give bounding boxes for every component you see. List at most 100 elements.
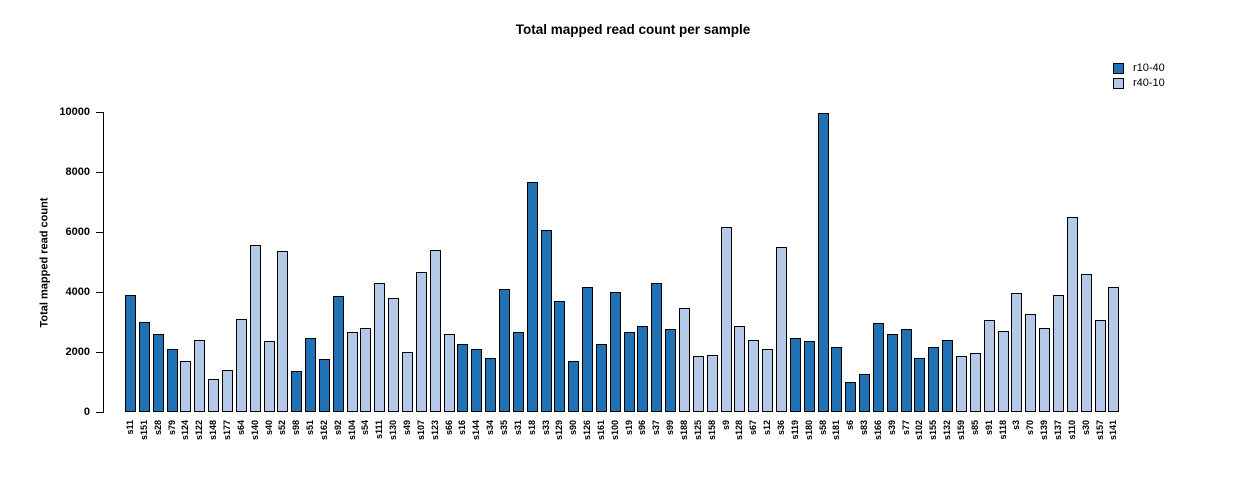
x-tick-label-s37: s37 (651, 420, 662, 436)
bar-s70 (1025, 314, 1037, 412)
bar-s3 (1011, 293, 1023, 412)
x-tick-label-s159: s159 (956, 420, 966, 441)
x-tick-label-s128: s128 (734, 420, 745, 441)
x-tick-label-s122: s122 (194, 420, 205, 441)
bar-s39 (886, 334, 898, 412)
bar-s19 (623, 332, 635, 412)
x-tick-label-s180: s180 (803, 420, 814, 441)
y-tick-label-10000: 10000 (59, 106, 90, 118)
bar-s177 (221, 370, 233, 412)
y-tick-mark-10000 (96, 112, 103, 113)
legend-item-r10-40: r10-40 (1113, 61, 1165, 76)
bar-s91 (983, 320, 995, 412)
bar-s157 (1094, 320, 1106, 412)
x-tick-label-s129: s129 (554, 420, 565, 441)
x-tick-label-s148: s148 (208, 420, 219, 441)
y-tick-mark-0 (96, 412, 103, 413)
x-tick-label-s64: s64 (235, 420, 246, 436)
bar-s188 (679, 308, 690, 412)
bar-s125 (692, 356, 704, 412)
bar-s52 (277, 251, 289, 412)
bar-s155 (928, 347, 940, 412)
x-tick-label-s92: s92 (332, 420, 343, 436)
x-tick-label-s162: s162 (318, 420, 329, 441)
x-tick-label-s124: s124 (180, 420, 191, 441)
bar-s64 (235, 319, 247, 412)
bar-s140 (249, 245, 261, 412)
bar-s31 (512, 332, 524, 412)
x-tick-label-s111: s111 (374, 420, 385, 440)
bar-s92 (332, 296, 344, 412)
bar-s33 (540, 230, 552, 412)
x-tick-label-s66: s66 (443, 420, 454, 436)
bar-s16 (457, 344, 469, 412)
x-tick-label-s119: s119 (789, 420, 800, 440)
x-tick-label-s30: s30 (1080, 420, 1091, 436)
x-tick-label-s107: s107 (415, 420, 426, 441)
x-tick-label-s52: s52 (277, 420, 288, 436)
x-tick-label-s96: s96 (637, 420, 648, 436)
bar-s77 (900, 329, 912, 412)
bar-s139 (1039, 328, 1051, 412)
y-tick-label-2000: 2000 (65, 346, 90, 358)
x-tick-label-s18: s18 (526, 420, 537, 436)
bar-s137 (1052, 295, 1064, 412)
x-tick-label-s110: s110 (1066, 420, 1077, 440)
x-tick-label-s91: s91 (983, 420, 994, 436)
bar-s96 (637, 326, 649, 412)
legend: r10-40 r40-10 (1113, 61, 1165, 91)
x-tick-label-s58: s58 (817, 420, 828, 436)
x-tick-label-s100: s100 (609, 420, 620, 441)
x-tick-label-s9: s9 (720, 420, 731, 431)
bar-s98 (291, 371, 303, 412)
y-tick-mark-8000 (96, 172, 103, 173)
bar-s58 (817, 113, 829, 412)
bar-s12 (762, 349, 774, 412)
bar-s34 (485, 358, 497, 412)
x-tick-label-s140: s140 (249, 420, 260, 441)
x-tick-label-s98: s98 (291, 420, 302, 436)
bar-s9 (720, 227, 732, 412)
bar-s6 (845, 382, 857, 412)
x-tick-label-s49: s49 (402, 420, 412, 436)
x-tick-label-s104: s104 (346, 420, 357, 441)
x-tick-label-s151: s151 (138, 420, 149, 441)
x-tick-label-s77: s77 (900, 420, 911, 436)
x-tick-label-s137: s137 (1052, 420, 1063, 441)
bar-s99 (665, 329, 677, 412)
x-tick-label-s161: s161 (595, 420, 606, 441)
bar-s51 (305, 338, 317, 412)
x-tick-label-s6: s6 (845, 420, 856, 431)
x-tick-label-s11: s11 (125, 420, 135, 435)
y-axis-line (103, 112, 104, 413)
bar-s100 (609, 292, 621, 412)
bar-s148 (208, 379, 220, 412)
x-tick-label-s85: s85 (969, 420, 980, 436)
y-tick-mark-2000 (96, 352, 103, 353)
x-tick-label-s126: s126 (582, 420, 593, 441)
y-axis-label: Total mapped read count (38, 197, 51, 328)
bar-s36 (775, 247, 787, 412)
bar-s161 (595, 344, 607, 412)
x-tick-label-s67: s67 (748, 420, 759, 436)
bar-s158 (706, 355, 718, 412)
bar-s85 (969, 353, 981, 412)
bar-s18 (526, 182, 538, 412)
bar-s130 (388, 298, 400, 412)
legend-swatch-r10-40 (1113, 63, 1124, 74)
x-tick-label-s28: s28 (152, 420, 163, 436)
x-tick-label-s83: s83 (859, 420, 870, 436)
bar-s129 (554, 301, 566, 412)
bar-s40 (263, 341, 275, 412)
bar-s124 (180, 361, 192, 412)
bar-s49 (402, 352, 413, 412)
bar-s180 (803, 341, 815, 412)
y-tick-mark-4000 (96, 292, 103, 293)
bar-s118 (997, 331, 1009, 412)
bar-s144 (471, 349, 483, 412)
bar-s54 (360, 328, 372, 412)
bar-s141 (1108, 287, 1120, 412)
bar-s119 (789, 338, 801, 412)
legend-swatch-r40-10 (1113, 78, 1124, 89)
legend-item-r40-10: r40-10 (1113, 76, 1165, 91)
